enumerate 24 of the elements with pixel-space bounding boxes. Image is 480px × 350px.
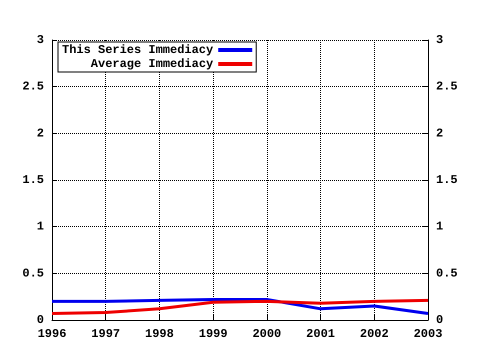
y2-tick-label: 1 [436, 220, 444, 234]
x-tick-label: 2002 [360, 327, 389, 341]
y2-tick-label: 0 [436, 313, 444, 327]
x-tick-label: 2003 [414, 327, 442, 341]
y-tick-label: 0 [36, 313, 44, 327]
y-tick-label: 3 [36, 33, 44, 47]
y2-tick-label: 0.5 [436, 266, 458, 280]
y-tick-label: 0.5 [22, 266, 44, 280]
y2-tick-label: 3 [436, 33, 444, 47]
y2-tick-label: 2 [436, 126, 444, 140]
x-tick-label: 1999 [198, 327, 228, 341]
x-tick-label: 2000 [252, 327, 282, 341]
legend-label: Average Immediacy [90, 57, 214, 71]
y-tick-label: 1 [36, 220, 44, 234]
y2-tick-label: 2.5 [436, 80, 458, 94]
y2-tick-label: 1.5 [436, 173, 458, 187]
x-tick-label: 1997 [91, 327, 120, 341]
legend-label: This Series Immediacy [62, 43, 214, 57]
x-tick-label: 1996 [38, 327, 66, 341]
y-tick-label: 2 [36, 126, 44, 140]
x-tick-label: 2001 [306, 327, 335, 341]
y-tick-label: 1.5 [22, 173, 44, 187]
x-tick-label: 1998 [145, 327, 174, 341]
y-tick-label: 2.5 [22, 80, 44, 94]
